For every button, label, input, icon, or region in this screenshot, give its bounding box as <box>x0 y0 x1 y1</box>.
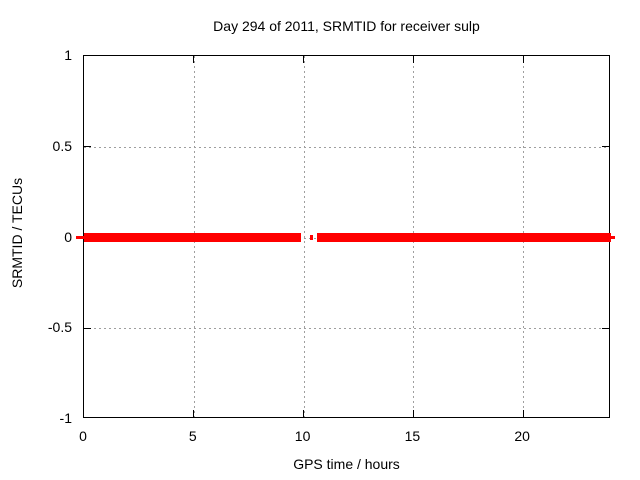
x-tick-label: 10 <box>294 428 311 444</box>
x-axis-title: GPS time / hours <box>293 456 400 472</box>
series-segment <box>84 233 302 242</box>
x-tick-top <box>303 56 305 63</box>
x-tick-top <box>412 56 414 63</box>
series-edge-overhang <box>76 236 85 239</box>
y-tick-right <box>602 327 609 329</box>
series-edge-overhang <box>610 236 615 239</box>
gridline-y--0.5 <box>84 328 609 330</box>
y-tick-label: 1 <box>64 47 72 63</box>
x-tick-label: 20 <box>514 428 530 444</box>
x-tick-bottom <box>412 410 414 417</box>
gridline-y-0.5 <box>84 146 609 148</box>
x-tick-bottom <box>303 410 305 417</box>
x-tick-top <box>522 56 524 63</box>
x-tick-top <box>193 56 195 63</box>
plot-area <box>76 55 615 418</box>
series-segment <box>309 235 314 240</box>
x-tick-label: 15 <box>404 428 421 444</box>
y-tick-label: 0 <box>64 228 72 245</box>
y-tick-left <box>84 146 91 148</box>
x-tick-bottom <box>522 410 524 417</box>
x-tick-bottom <box>193 410 195 417</box>
y-tick-label: 0.5 <box>52 137 72 154</box>
series-segment <box>317 233 611 242</box>
y-tick-label: -1 <box>59 410 72 426</box>
y-tick-right <box>602 146 609 148</box>
y-tick-left <box>84 327 91 329</box>
x-tick-label: 0 <box>79 428 87 444</box>
x-tick-label: 5 <box>188 428 197 444</box>
gridline-x-10 <box>303 56 305 417</box>
chart-title: Day 294 of 2011, SRMTID for receiver sul… <box>213 18 480 34</box>
y-tick-label: -0.5 <box>47 319 72 336</box>
